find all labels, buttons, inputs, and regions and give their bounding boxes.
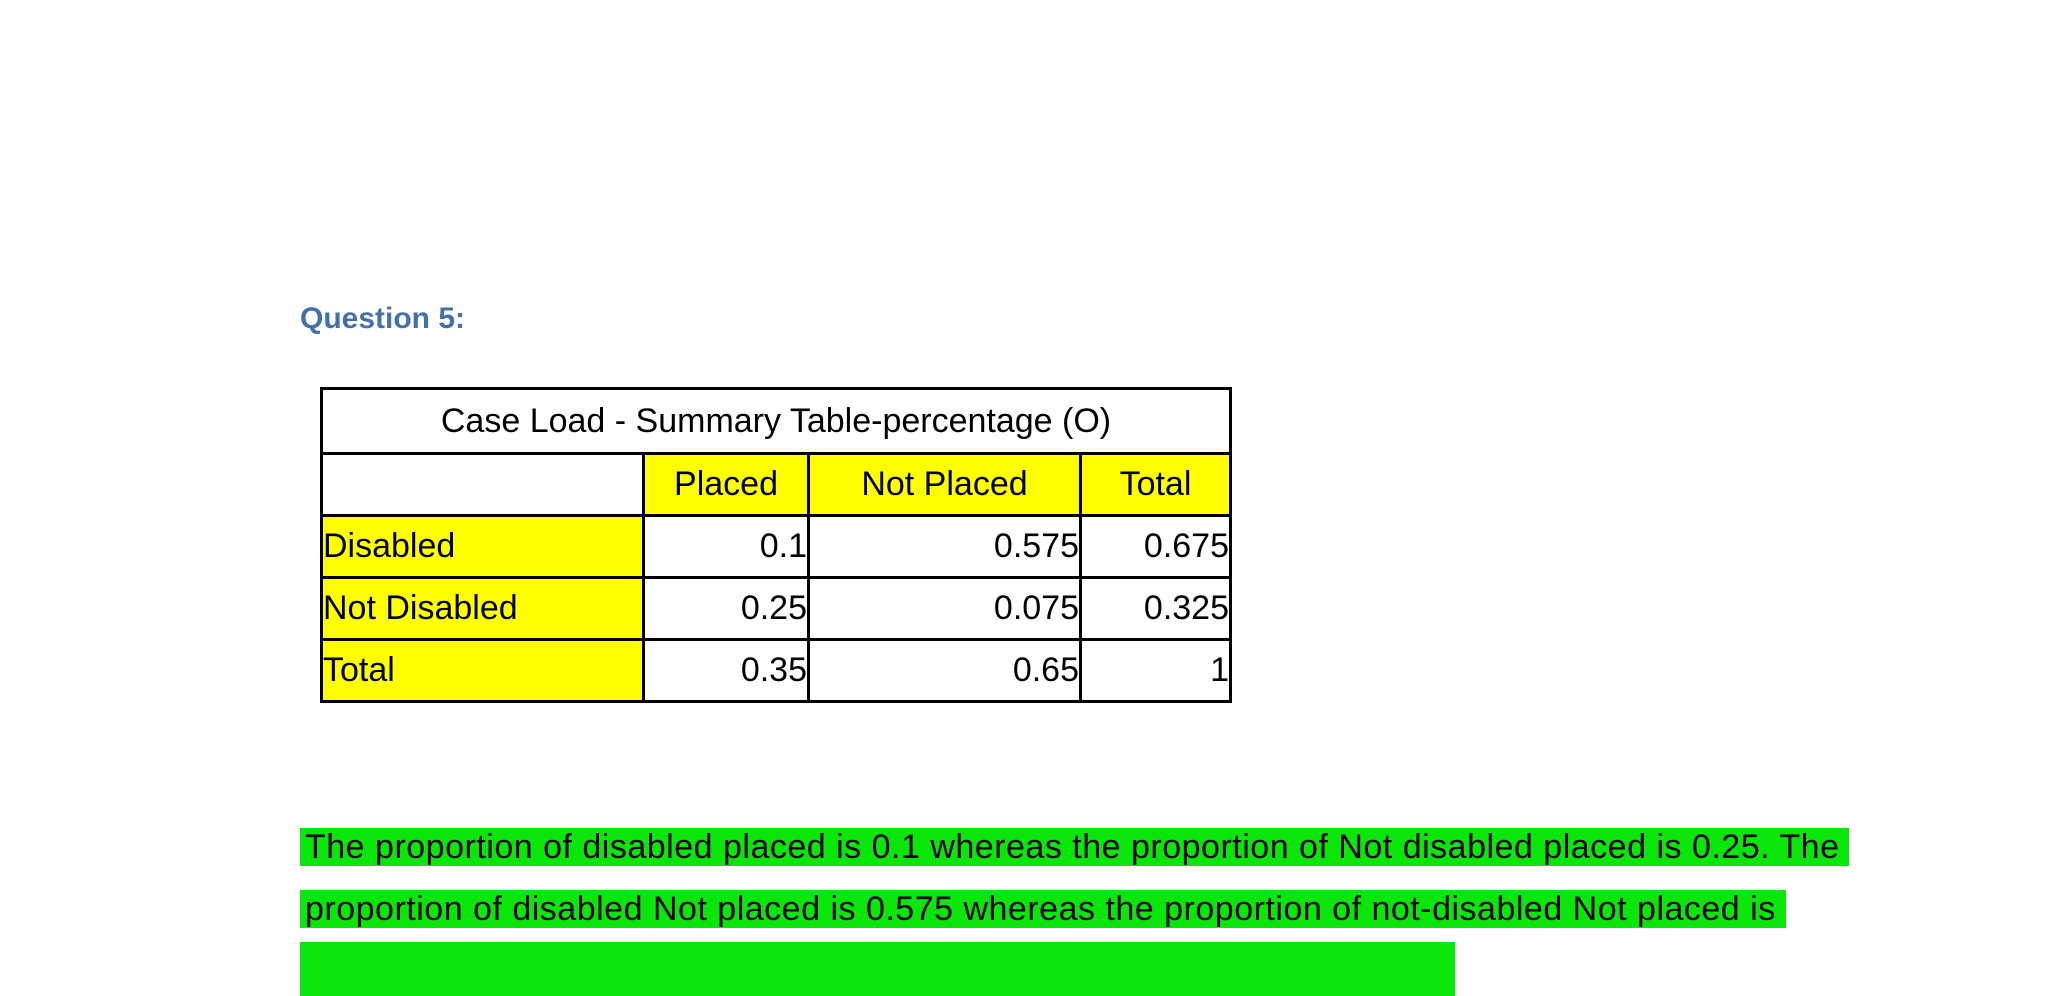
header-cell-blank (320, 452, 645, 517)
cell-total-placed: 0.35 (642, 638, 810, 703)
cell-disabled-not-placed: 0.575 (807, 514, 1082, 579)
table-title: Case Load - Summary Table-percentage (O) (320, 387, 1232, 455)
highlighted-analysis-line-3-partial (300, 942, 1455, 996)
table-row-disabled: Disabled 0.1 0.575 0.675 (320, 514, 1232, 579)
header-cell-total: Total (1079, 452, 1232, 517)
table-row-not-disabled: Not Disabled 0.25 0.075 0.325 (320, 576, 1232, 641)
row-label-not-disabled: Not Disabled (320, 576, 645, 641)
highlighted-analysis-line-2: proportion of disabled Not placed is 0.5… (300, 882, 1786, 936)
question-heading: Question 5: (300, 302, 466, 335)
cell-not-disabled-placed: 0.25 (642, 576, 810, 641)
highlighted-text: proportion of disabled Not placed is 0.5… (300, 890, 1786, 928)
table-header-row: Placed Not Placed Total (320, 452, 1232, 517)
highlighted-analysis-line-1: The proportion of disabled placed is 0.1… (300, 820, 1850, 874)
cell-total-not-placed: 0.65 (807, 638, 1082, 703)
cell-disabled-total: 0.675 (1079, 514, 1232, 579)
header-cell-not-placed: Not Placed (807, 452, 1082, 517)
row-label-total: Total (320, 638, 645, 703)
document-page: { "heading": { "label": "Question 5:" },… (300, 302, 1850, 996)
cell-disabled-placed: 0.1 (642, 514, 810, 579)
table-title-row: Case Load - Summary Table-percentage (O) (320, 387, 1232, 455)
table-row-total: Total 0.35 0.65 1 (320, 638, 1232, 703)
case-load-summary-table: Case Load - Summary Table-percentage (O)… (320, 387, 1232, 703)
row-label-disabled: Disabled (320, 514, 645, 579)
header-cell-placed: Placed (642, 452, 810, 517)
cell-not-disabled-not-placed: 0.075 (807, 576, 1082, 641)
cell-total-total: 1 (1079, 638, 1232, 703)
highlighted-text: The proportion of disabled placed is 0.1… (300, 828, 1850, 866)
cell-not-disabled-total: 0.325 (1079, 576, 1232, 641)
